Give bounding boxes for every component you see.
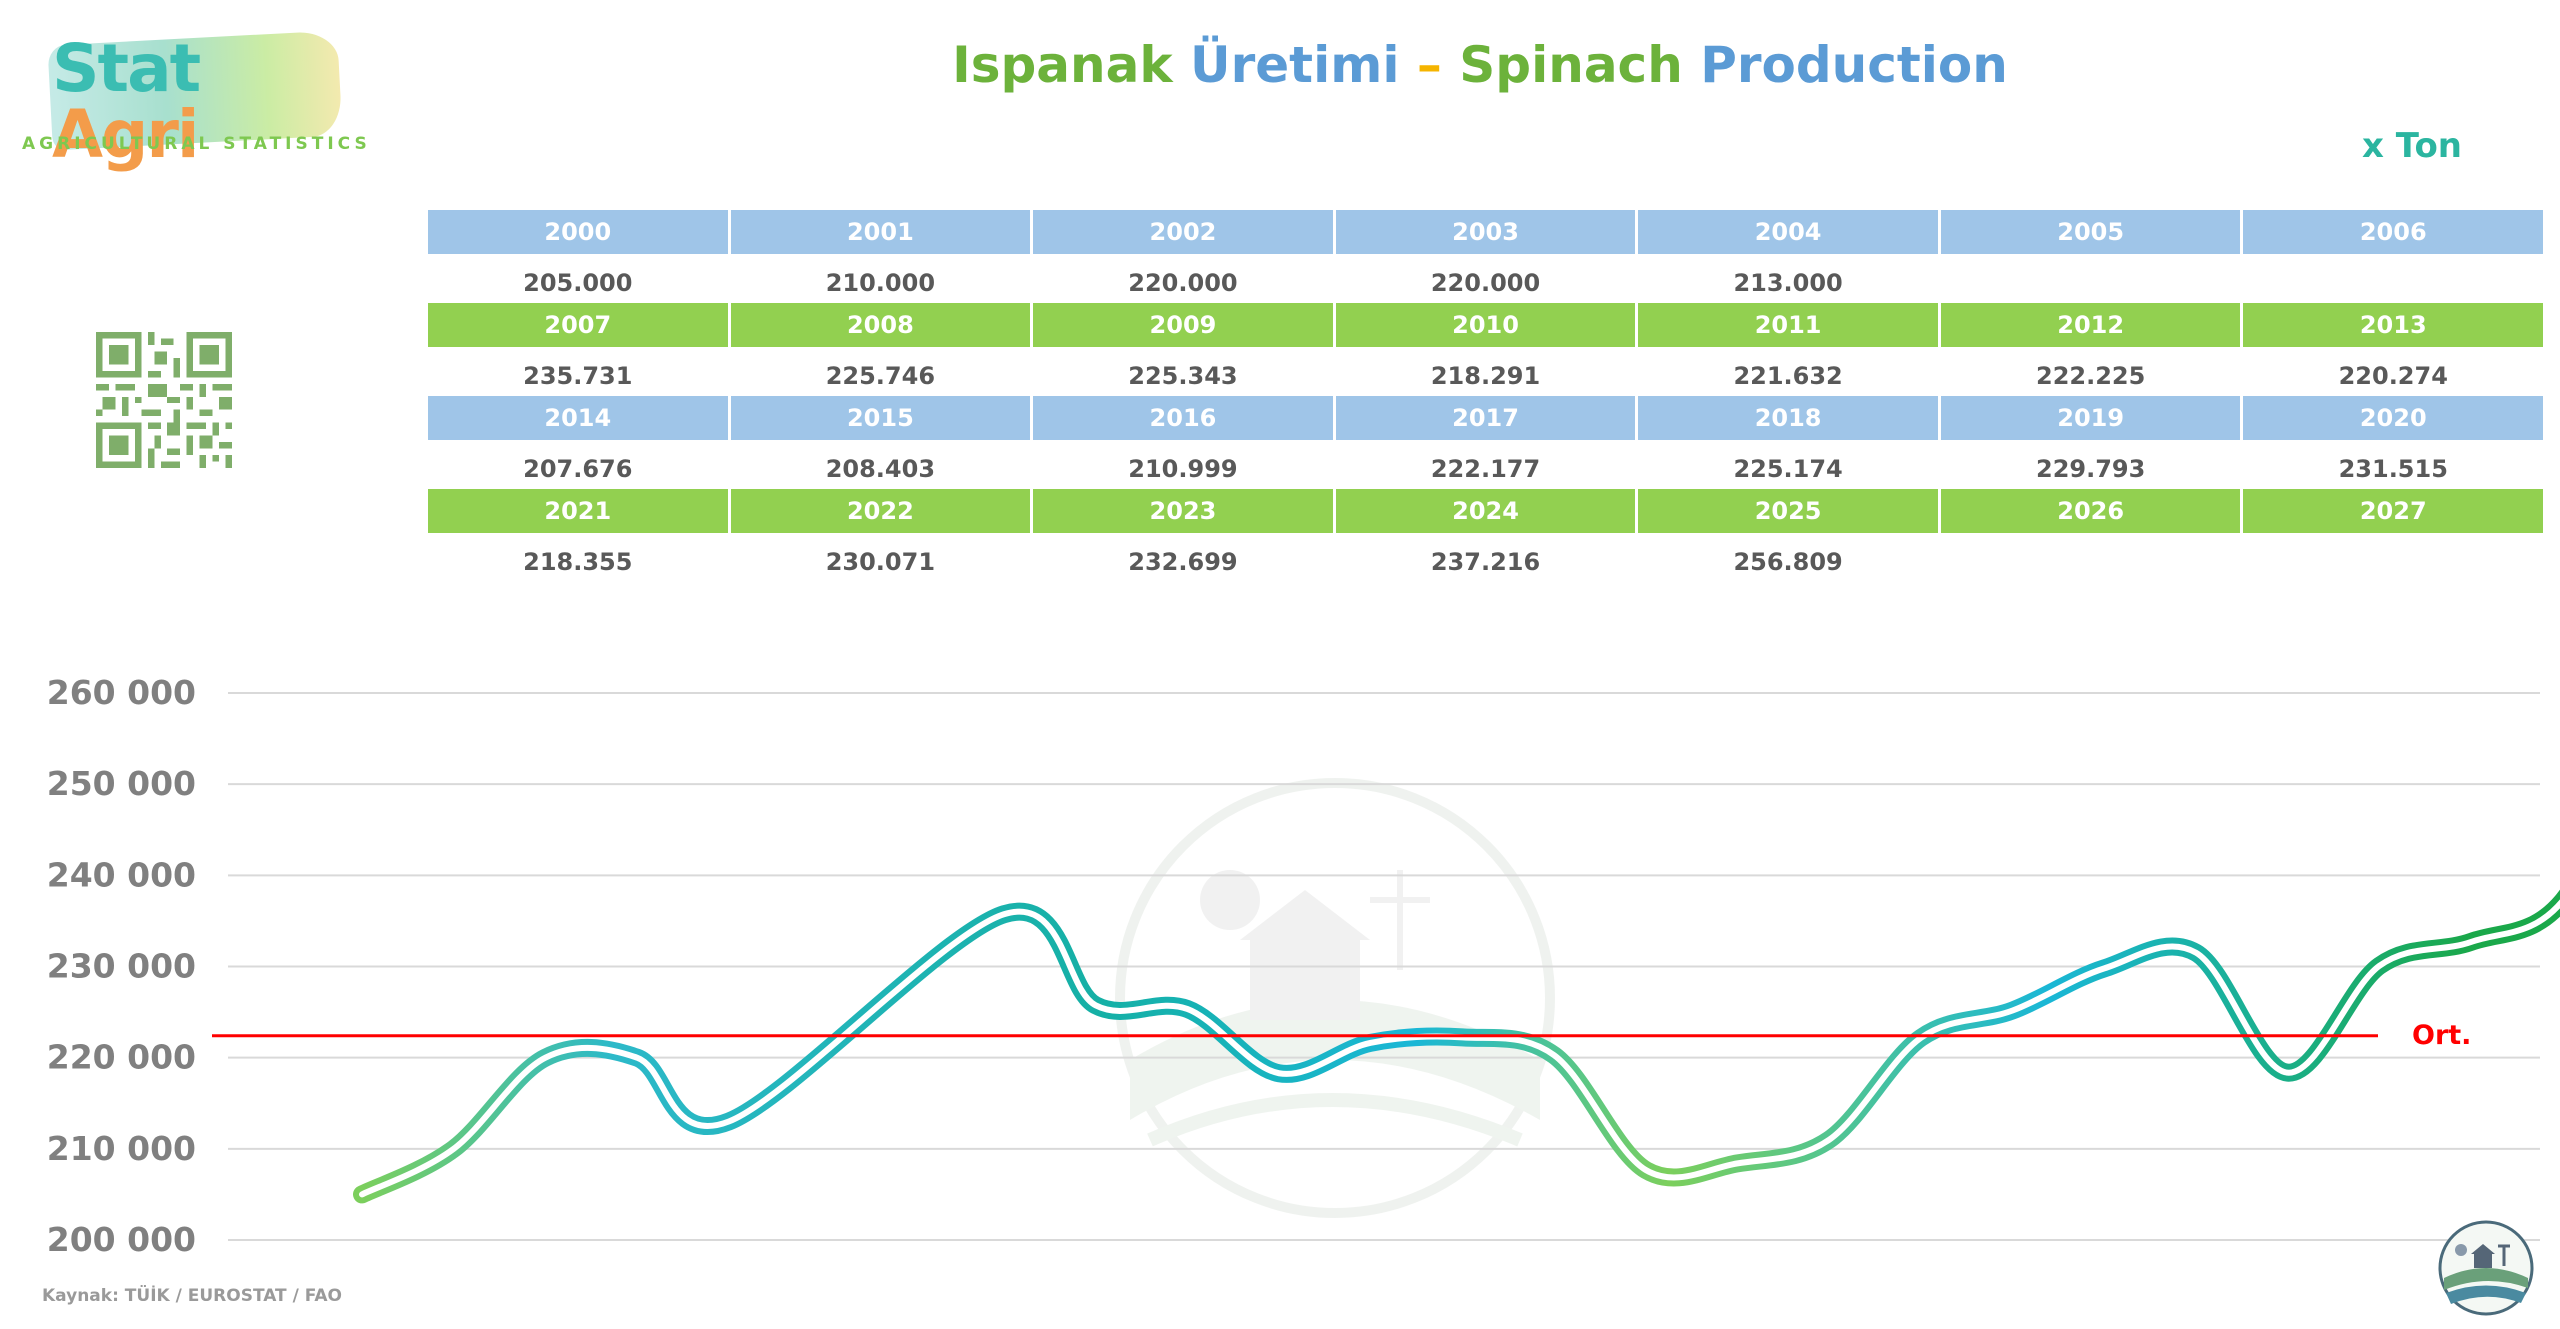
production-line-chart: 200 000 210 000 220 000 230 000 240 000 250 0…: [47, 673, 2560, 1259]
year-cell: 2010: [1335, 303, 1636, 347]
year-cell: 2018: [1638, 396, 1938, 440]
year-cell: 2019: [1940, 396, 2241, 440]
value-cell: 222.225: [2036, 362, 2146, 390]
y-axis-ticks: 200 000 210 000 220 000 230 000 240 000 250 0…: [47, 673, 196, 1259]
year-cell: 2001: [730, 210, 1031, 254]
title-uretimi: Üretimi: [1190, 36, 1417, 94]
value-cell: 220.000: [1430, 269, 1541, 297]
value-cell: [1941, 254, 2241, 303]
production-series: [353, 889, 2560, 1204]
year-cell: 2008: [730, 303, 1031, 347]
chart-gridlines: [228, 692, 2540, 1241]
qr-code-icon[interactable]: [96, 332, 232, 468]
value-cell: 208.403: [825, 455, 936, 483]
year-cell: 2024: [1335, 489, 1636, 533]
y-tick-label: 200 000: [47, 1220, 196, 1259]
value-cell: 213.000: [1733, 269, 1843, 297]
year-header-row: 2014 2015 2016 2017 2018 2019 2020: [428, 396, 2546, 440]
logo-brand-stat: Stat: [52, 30, 201, 107]
year-header-row: 2000 2001 2002 2003 2004 2005 2006: [428, 210, 2546, 254]
logo-brand-text: Stat Agri: [52, 36, 340, 168]
value-cell: 210.000: [825, 269, 936, 297]
average-label: Ort.: [2412, 1020, 2471, 1051]
year-cell: 2015: [730, 396, 1031, 440]
logo-brand-agri: Agri: [52, 96, 199, 173]
title-ispanak: Ispanak: [952, 36, 1191, 94]
y-tick-label: 260 000: [47, 673, 196, 712]
value-cell: 231.515: [2338, 455, 2448, 483]
year-cell: 2017: [1335, 396, 1636, 440]
logo-tagline: AGRICULTURAL STATISTICS: [22, 134, 371, 154]
title-dash: –: [1416, 36, 1442, 94]
year-cell: 2016: [1033, 396, 1333, 440]
title-dashed-divider: [730, 149, 2240, 153]
year-cell: 2002: [1033, 210, 1333, 254]
year-cell: 2003: [1335, 210, 1636, 254]
value-cell: 225.174: [1733, 455, 1843, 483]
value-cell: 210.999: [1128, 455, 1238, 483]
value-cell: 220.000: [1128, 269, 1238, 297]
year-cell: 2027: [2243, 489, 2544, 533]
value-cell: 205.000: [523, 269, 633, 297]
year-cell: 2021: [428, 489, 728, 533]
value-cell: 235.731: [523, 362, 633, 390]
farm-badge-icon: [2438, 1220, 2534, 1316]
average-line-group: Ort.: [212, 1020, 2471, 1051]
stat-agri-logo: Stat Agri AGRICULTURAL STATISTICS: [20, 30, 367, 168]
production-line-inner: [359, 899, 2560, 1198]
title-production: Production: [1700, 36, 2008, 94]
year-cell: 2009: [1033, 303, 1333, 347]
year-cell: 2013: [2243, 303, 2544, 347]
year-cell: 2020: [2243, 396, 2544, 440]
production-table: 2000 2001 2002 2003 2004 2005 2006 205.0…: [428, 210, 2546, 582]
value-cell: 220.274: [2338, 362, 2448, 390]
value-row: 207.676 208.403 210.999 222.177 225.174 …: [428, 440, 2546, 489]
value-cell: 237.216: [1430, 548, 1541, 576]
value-cell: 225.343: [1128, 362, 1238, 390]
y-tick-label: 210 000: [47, 1129, 196, 1168]
value-cell: 230.071: [825, 548, 936, 576]
value-row: 235.731 225.746 225.343 218.291 221.632 …: [428, 347, 2546, 396]
source-note: Kaynak: TÜİK / EUROSTAT / FAO: [42, 1286, 342, 1306]
value-cell: [2243, 254, 2543, 303]
value-cell: 222.177: [1430, 455, 1541, 483]
unit-label: x Ton: [2362, 126, 2463, 166]
y-tick-label: 240 000: [47, 855, 196, 894]
y-tick-label: 220 000: [47, 1038, 196, 1077]
year-header-row: 2021 2022 2023 2024 2025 2026 2027: [428, 489, 2546, 533]
year-cell: 2014: [428, 396, 728, 440]
year-cell: 2023: [1033, 489, 1333, 533]
year-cell: 2026: [1940, 489, 2241, 533]
year-cell: 2025: [1638, 489, 1938, 533]
value-row: 218.355 230.071 232.699 237.216 256.809: [428, 533, 2546, 582]
year-header-row: 2007 2008 2009 2010 2011 2012 2013: [428, 303, 2546, 347]
value-cell: 229.793: [2036, 455, 2146, 483]
value-cell: [1941, 533, 2241, 582]
year-cell: 2004: [1638, 210, 1938, 254]
y-tick-label: 250 000: [47, 764, 196, 803]
year-cell: 2012: [1940, 303, 2241, 347]
page-title: Ispanak Üretimi – Spinach Production: [0, 36, 2560, 94]
year-cell: 2005: [1940, 210, 2241, 254]
value-cell: 218.355: [523, 548, 633, 576]
value-cell: [2243, 533, 2543, 582]
value-cell: 207.676: [523, 455, 633, 483]
value-cell: 218.291: [1430, 362, 1541, 390]
year-cell: 2011: [1638, 303, 1938, 347]
value-row: 205.000 210.000 220.000 220.000 213.000: [428, 254, 2546, 303]
year-cell: 2007: [428, 303, 728, 347]
year-cell: 2022: [730, 489, 1031, 533]
y-tick-label: 230 000: [47, 947, 196, 986]
value-cell: 256.809: [1733, 548, 1843, 576]
year-cell: 2000: [428, 210, 728, 254]
value-cell: 232.699: [1128, 548, 1238, 576]
value-cell: 221.632: [1733, 362, 1843, 390]
year-cell: 2006: [2243, 210, 2544, 254]
value-cell: 225.746: [825, 362, 936, 390]
title-spinach: Spinach: [1441, 36, 1701, 94]
